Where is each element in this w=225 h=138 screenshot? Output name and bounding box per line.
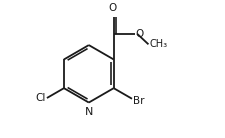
Text: Cl: Cl [36,93,46,103]
Text: N: N [84,107,93,117]
Text: O: O [108,3,117,13]
Text: Br: Br [133,96,144,106]
Text: O: O [135,29,143,39]
Text: CH₃: CH₃ [148,39,166,49]
